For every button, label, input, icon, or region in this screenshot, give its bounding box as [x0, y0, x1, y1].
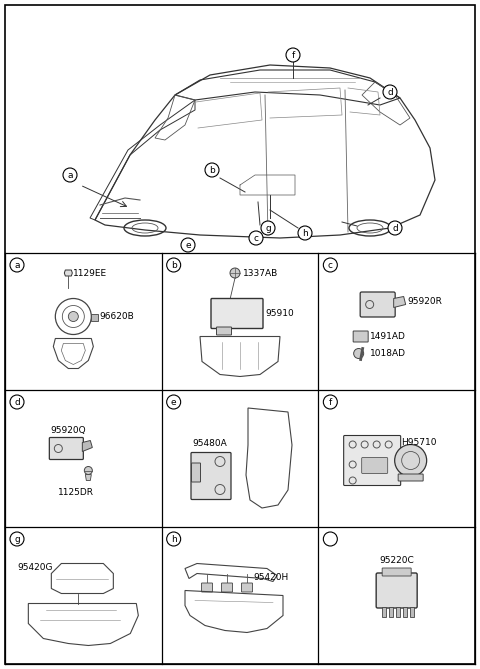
FancyBboxPatch shape [376, 573, 417, 608]
Text: g: g [265, 223, 271, 233]
Text: f: f [329, 397, 332, 407]
Text: b: b [209, 165, 215, 175]
FancyBboxPatch shape [221, 583, 232, 592]
FancyBboxPatch shape [403, 607, 407, 617]
Text: c: c [328, 260, 333, 270]
FancyBboxPatch shape [344, 436, 401, 486]
Circle shape [324, 258, 337, 272]
FancyBboxPatch shape [353, 331, 368, 342]
Circle shape [395, 444, 427, 476]
Polygon shape [64, 270, 72, 276]
Text: 95480A: 95480A [192, 439, 227, 448]
Text: 1129EE: 1129EE [73, 268, 108, 278]
Circle shape [84, 466, 92, 474]
FancyBboxPatch shape [191, 452, 231, 500]
Polygon shape [394, 296, 406, 308]
Circle shape [324, 395, 337, 409]
Circle shape [167, 258, 180, 272]
Text: h: h [302, 229, 308, 237]
Circle shape [167, 395, 180, 409]
Text: a: a [14, 260, 20, 270]
Circle shape [286, 48, 300, 62]
Circle shape [324, 532, 337, 546]
FancyBboxPatch shape [361, 458, 388, 474]
Polygon shape [91, 314, 98, 320]
FancyBboxPatch shape [382, 568, 411, 576]
Text: d: d [387, 88, 393, 96]
Circle shape [68, 312, 78, 322]
Circle shape [261, 221, 275, 235]
Text: H95710: H95710 [401, 438, 436, 447]
Circle shape [167, 532, 180, 546]
Circle shape [10, 258, 24, 272]
Text: d: d [14, 397, 20, 407]
Text: 95220C: 95220C [379, 556, 414, 565]
Text: a: a [67, 171, 73, 179]
FancyBboxPatch shape [398, 474, 423, 481]
Circle shape [63, 168, 77, 182]
Circle shape [298, 226, 312, 240]
Polygon shape [85, 474, 91, 480]
FancyBboxPatch shape [360, 292, 395, 317]
Circle shape [383, 85, 397, 99]
Text: f: f [291, 50, 295, 60]
FancyBboxPatch shape [202, 583, 213, 592]
Text: 95420G: 95420G [17, 563, 52, 572]
Circle shape [10, 395, 24, 409]
Circle shape [181, 238, 195, 252]
Text: 1337AB: 1337AB [243, 268, 278, 278]
Text: 95920Q: 95920Q [50, 426, 86, 435]
FancyBboxPatch shape [396, 607, 400, 617]
Polygon shape [83, 440, 92, 452]
Text: 1125DR: 1125DR [59, 488, 95, 497]
Text: e: e [171, 397, 177, 407]
Circle shape [388, 221, 402, 235]
FancyBboxPatch shape [192, 463, 201, 482]
FancyBboxPatch shape [49, 438, 84, 460]
FancyBboxPatch shape [409, 607, 414, 617]
FancyBboxPatch shape [389, 607, 393, 617]
Circle shape [249, 231, 263, 245]
Text: 95920R: 95920R [408, 297, 443, 306]
Text: 95420H: 95420H [253, 573, 288, 582]
FancyBboxPatch shape [382, 607, 385, 617]
Text: d: d [392, 223, 398, 233]
Circle shape [205, 163, 219, 177]
Text: 96620B: 96620B [99, 312, 134, 321]
Circle shape [354, 349, 364, 359]
FancyBboxPatch shape [241, 583, 252, 592]
Text: 1491AD: 1491AD [370, 332, 406, 341]
Text: e: e [185, 240, 191, 250]
Text: 95910: 95910 [265, 309, 294, 318]
Circle shape [230, 268, 240, 278]
Text: g: g [14, 535, 20, 543]
Text: b: b [171, 260, 177, 270]
Text: h: h [171, 535, 177, 543]
FancyBboxPatch shape [216, 327, 231, 335]
FancyBboxPatch shape [211, 298, 263, 328]
Text: 1018AD: 1018AD [370, 349, 406, 358]
Circle shape [10, 532, 24, 546]
Text: c: c [253, 233, 259, 242]
